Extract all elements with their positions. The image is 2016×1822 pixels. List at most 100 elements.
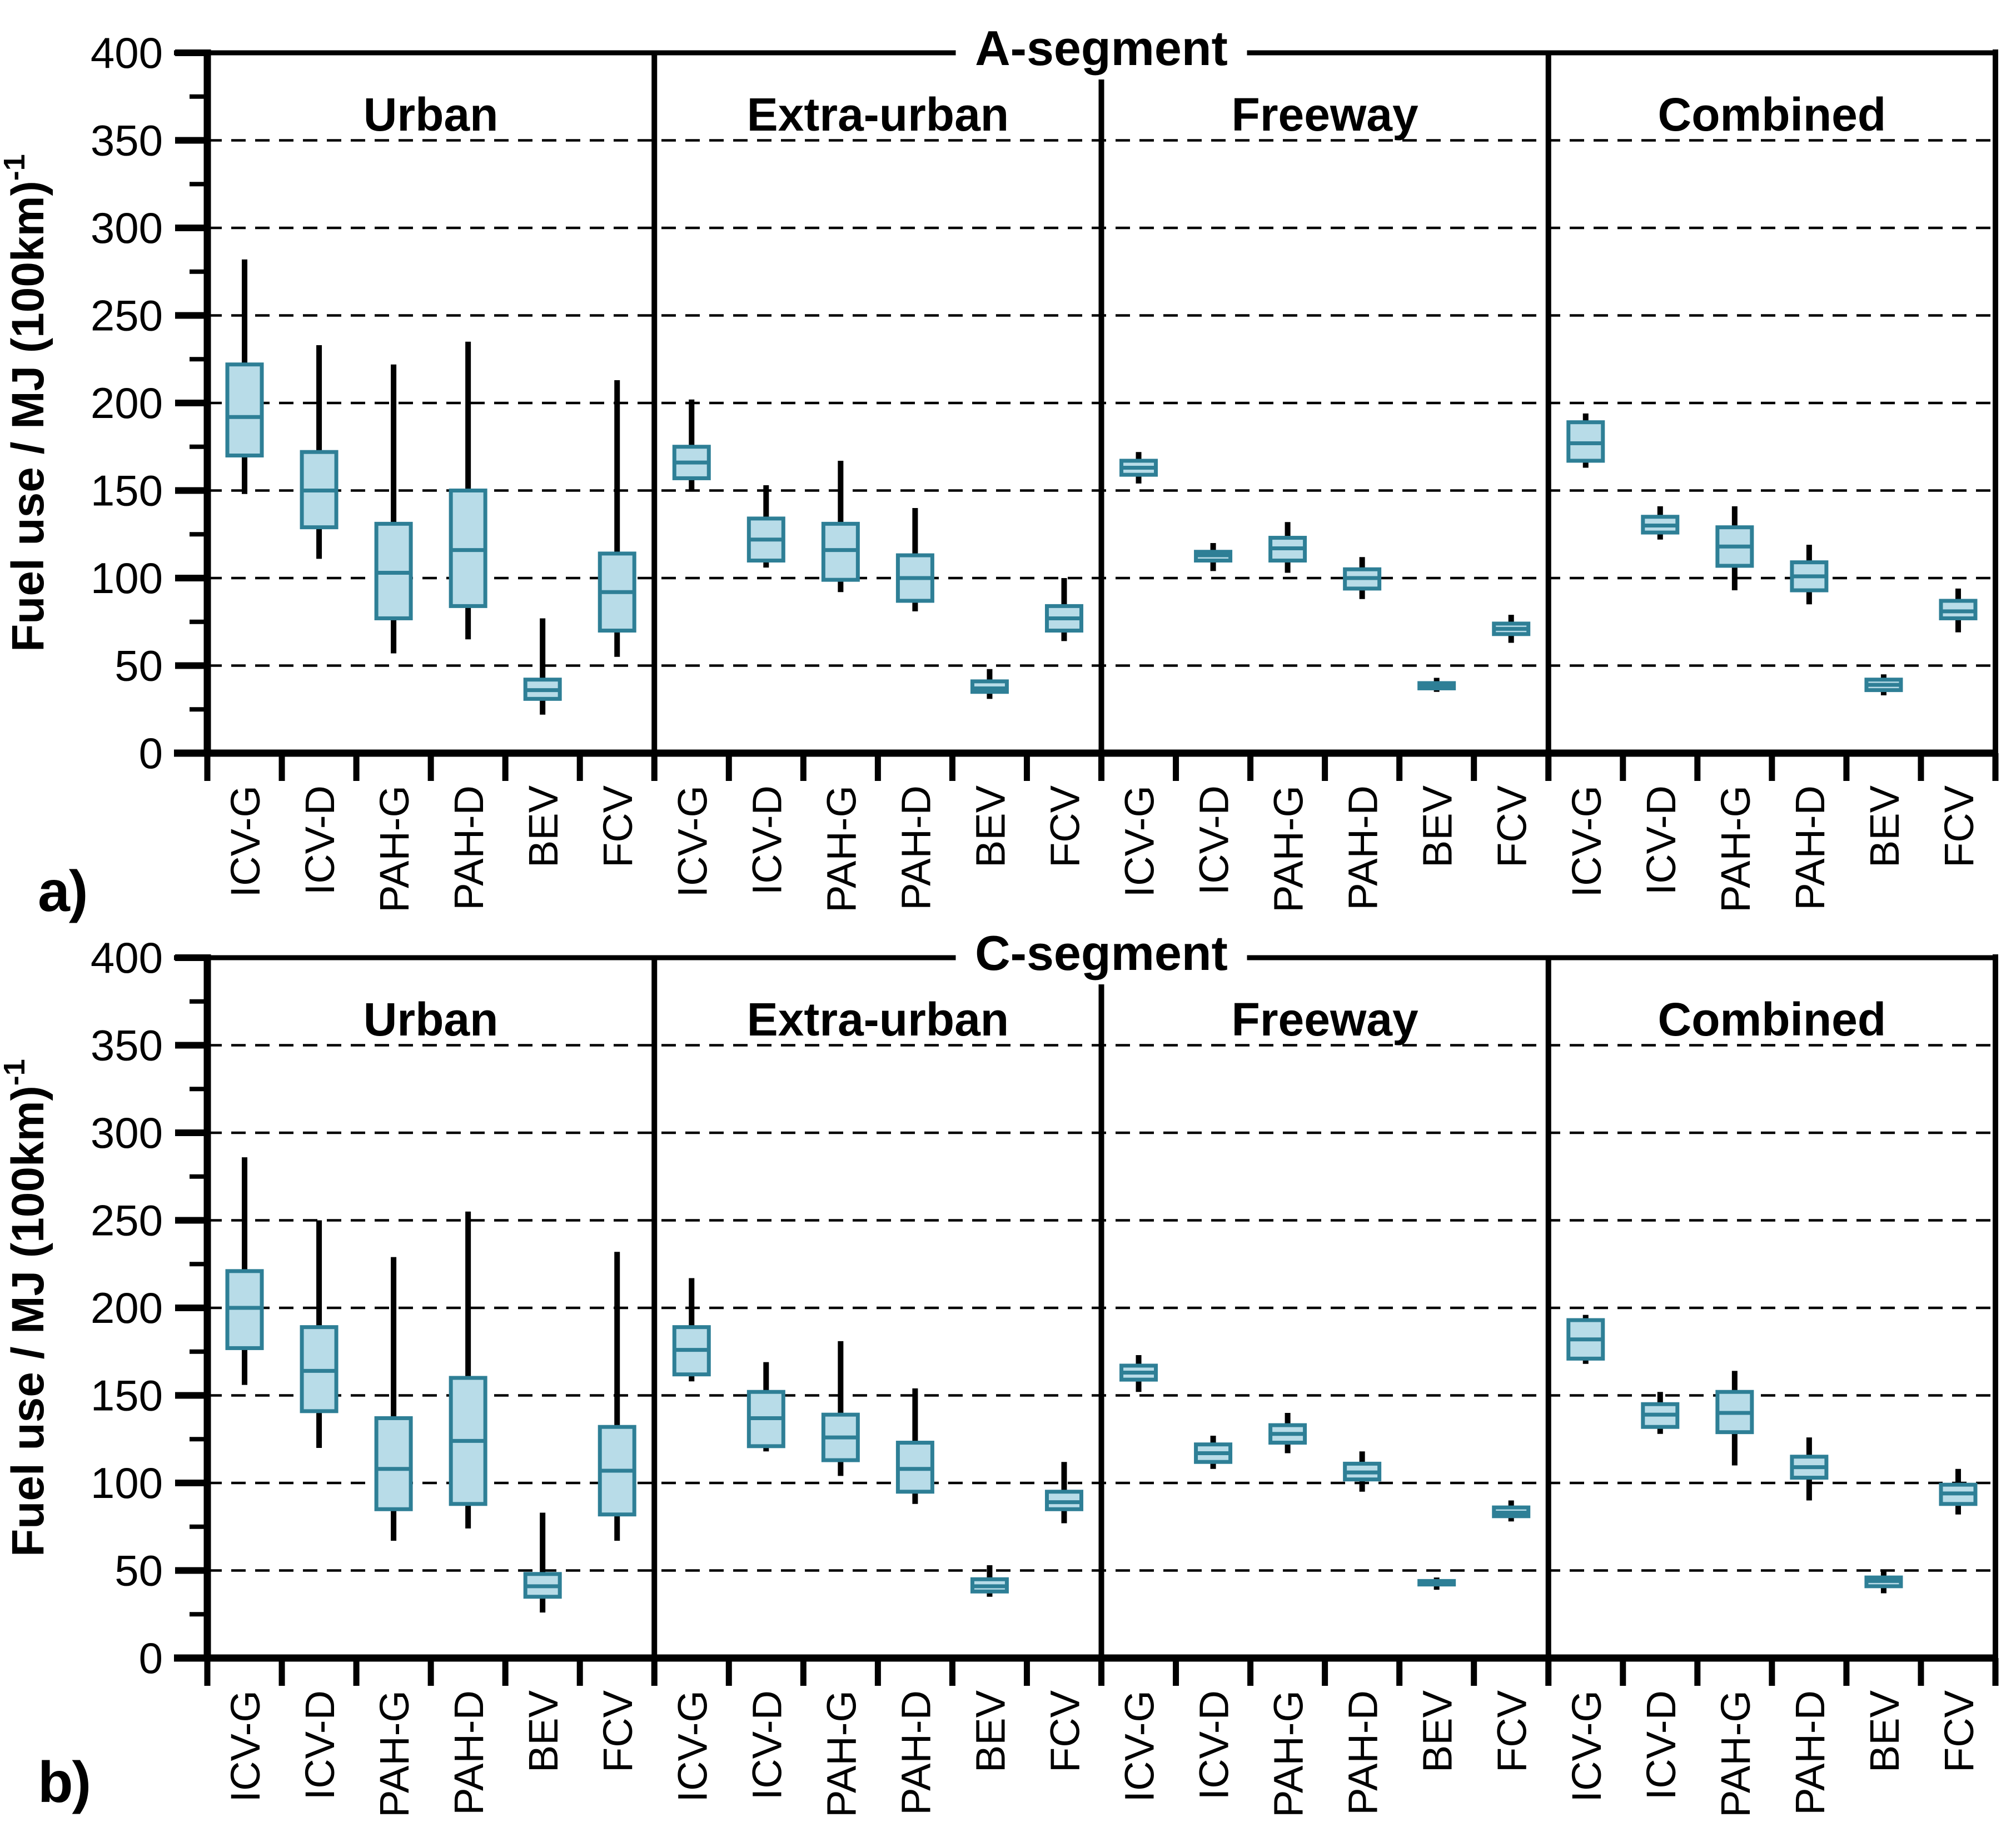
x-category-label: ICV-G: [1564, 785, 1610, 897]
box-Extra-urban-ICV-D: [746, 1362, 785, 1452]
box-Urban-BEV: [523, 1512, 562, 1613]
box-Combined-ICV-D: [1641, 506, 1680, 540]
box-Combined-PAH-G: [1715, 1371, 1754, 1466]
box-Freeway-BEV: [1417, 1577, 1456, 1590]
x-category-label: ICV-G: [1564, 1690, 1610, 1802]
panel-a-label: a): [38, 859, 88, 924]
y-tick-label: 300: [91, 1108, 163, 1157]
box-Combined-FCV: [1939, 588, 1978, 633]
x-category-label: ICV-D: [1638, 785, 1684, 895]
x-category-label: ICV-D: [1191, 785, 1237, 895]
x-category-label: PAH-G: [1713, 785, 1759, 913]
box-Combined-PAH-D: [1790, 545, 1829, 605]
condition-group-Urban: [225, 1157, 636, 1613]
x-category-label: BEV: [520, 785, 566, 868]
y-tick-label: 150: [91, 466, 163, 515]
y-tick-label: 350: [91, 116, 163, 165]
y-tick-label: 350: [91, 1021, 163, 1070]
box-Freeway-ICV-G: [1119, 452, 1158, 484]
box-Urban-ICV-D: [300, 345, 339, 559]
y-axis-title: Fuel use / MJ (100km)-1: [0, 154, 53, 652]
condition-title-Urban: Urban: [364, 88, 499, 141]
x-category-label: ICV-G: [222, 785, 268, 897]
box-Combined-BEV: [1864, 1570, 1903, 1594]
box-Urban-FCV: [598, 1252, 636, 1541]
x-category-label: BEV: [520, 1690, 566, 1773]
box-Urban-PAH-D: [449, 341, 487, 640]
box-Extra-urban-FCV: [1044, 578, 1083, 641]
x-category-label: PAH-G: [1266, 1690, 1312, 1818]
condition-title-Urban: Urban: [364, 993, 499, 1046]
x-category-label: BEV: [967, 1690, 1013, 1773]
x-category-label: FCV: [1489, 1690, 1535, 1773]
condition-title-Extra-urban: Extra-urban: [747, 993, 1009, 1046]
condition-group-Urban: [225, 259, 636, 715]
x-category-label: FCV: [1042, 785, 1088, 868]
x-category-label: BEV: [1415, 785, 1461, 868]
condition-title-Freeway: Freeway: [1232, 993, 1418, 1046]
x-category-label: PAH-G: [1266, 785, 1312, 913]
y-tick-label: 0: [139, 729, 163, 778]
box-Freeway-PAH-G: [1268, 522, 1307, 573]
condition-group-Combined: [1566, 413, 1978, 696]
x-category-label: FCV: [595, 1690, 641, 1773]
x-category-label: PAH-D: [1787, 785, 1833, 910]
box-Urban-ICV-D: [300, 1220, 339, 1448]
condition-group-Extra-urban: [672, 399, 1083, 699]
y-tick-label: 150: [91, 1371, 163, 1420]
x-category-label: ICV-G: [669, 785, 715, 897]
box-Extra-urban-PAH-D: [895, 1388, 934, 1504]
box-Urban-FCV: [598, 380, 636, 657]
x-category-label: BEV: [1415, 1690, 1461, 1773]
condition-group-Combined: [1566, 1315, 1978, 1594]
y-tick-label: 50: [115, 1546, 163, 1595]
x-category-label: ICV-D: [744, 785, 790, 895]
segment-panel-A-segment: 0 50 100 150 200 250 300 350 400 Urban Extra-urban…: [0, 19, 1999, 913]
box-Urban-ICV-G: [225, 1157, 264, 1385]
box-Freeway-ICV-G: [1119, 1355, 1158, 1392]
iqr-box: [225, 362, 264, 458]
x-category-label: FCV: [1042, 1690, 1088, 1773]
box-Extra-urban-ICV-G: [672, 399, 711, 491]
box-Combined-ICV-G: [1566, 413, 1605, 468]
box-Urban-PAH-G: [374, 1257, 413, 1541]
box-Freeway-BEV: [1417, 678, 1456, 692]
box-Extra-urban-FCV: [1044, 1462, 1083, 1524]
x-category-label: ICV-D: [297, 1690, 343, 1800]
box-Freeway-ICV-D: [1194, 1435, 1233, 1469]
x-category-label: BEV: [1861, 1690, 1908, 1773]
box-Combined-ICV-D: [1641, 1392, 1680, 1434]
y-tick-label: 50: [115, 641, 163, 690]
x-category-label: PAH-G: [371, 1690, 417, 1818]
box-Combined-BEV: [1864, 674, 1903, 696]
y-tick-label: 200: [91, 379, 163, 427]
box-Freeway-FCV: [1492, 1500, 1531, 1522]
condition-title-Combined: Combined: [1658, 993, 1886, 1046]
box-Urban-PAH-D: [449, 1211, 487, 1529]
y-tick-label: 250: [91, 291, 163, 340]
x-category-label: BEV: [967, 785, 1013, 868]
condition-group-Extra-urban: [672, 1278, 1083, 1597]
y-tick-label: 400: [91, 933, 163, 982]
x-category-label: PAH-D: [1340, 785, 1386, 910]
condition-title-Freeway: Freeway: [1232, 88, 1418, 141]
box-Extra-urban-PAH-G: [821, 1341, 860, 1476]
x-category-label: FCV: [1936, 785, 1982, 868]
box-Extra-urban-ICV-D: [746, 485, 785, 568]
x-category-label: PAH-G: [818, 1690, 864, 1818]
box-Urban-ICV-G: [225, 259, 264, 494]
condition-title-Extra-urban: Extra-urban: [747, 88, 1009, 141]
x-category-label: ICV-G: [1117, 785, 1163, 897]
segment-title-bg: [955, 19, 1247, 79]
x-category-label: ICV-D: [744, 1690, 790, 1800]
x-category-label: PAH-G: [1713, 1690, 1759, 1818]
segment-title-bg: [955, 924, 1247, 984]
y-tick-label: 100: [91, 1458, 163, 1507]
box-Freeway-FCV: [1492, 615, 1531, 643]
x-category-label: PAH-D: [893, 1690, 939, 1815]
x-category-label: ICV-D: [1191, 1690, 1237, 1800]
box-Freeway-PAH-D: [1343, 557, 1382, 599]
iqr-box: [374, 1416, 413, 1511]
x-category-label: PAH-D: [1787, 1690, 1833, 1815]
